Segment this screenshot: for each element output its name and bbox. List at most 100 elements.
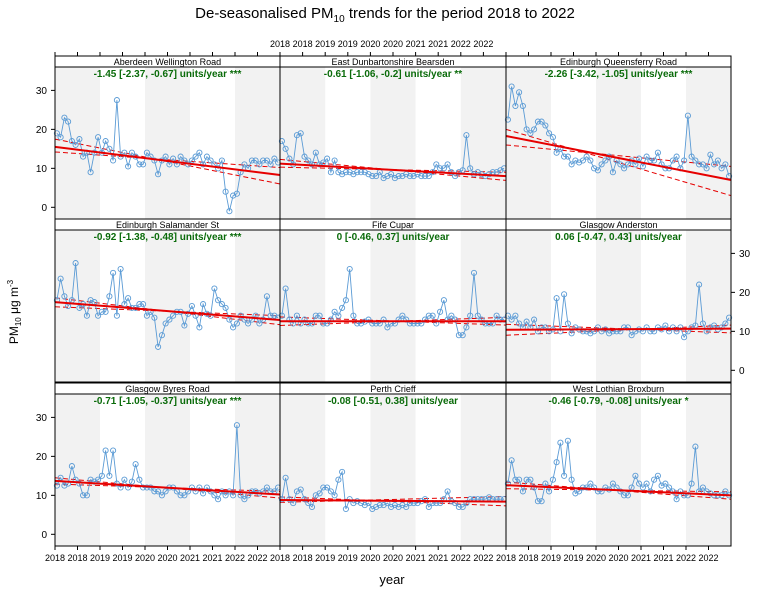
data-point: [519, 102, 526, 110]
panel-8: -0.08 [-0.51, 0.38] units/year Perth Crie…: [278, 382, 508, 547]
data-point: [444, 161, 451, 168]
x-tick-label: 2019: [315, 39, 335, 49]
data-point: [624, 161, 631, 168]
data-point: [696, 281, 703, 288]
data-point: [320, 484, 327, 491]
data-point: [132, 461, 139, 468]
year-shade: [145, 394, 190, 546]
data-point: [688, 480, 695, 487]
x-tick-label: 2019: [338, 39, 358, 49]
data-point: [440, 297, 447, 304]
data-point: [207, 157, 214, 164]
y-tick-label: 0: [739, 366, 745, 377]
data-point: [651, 476, 658, 483]
x-tick-label: 2022: [451, 39, 471, 49]
x-tick-label: 2019: [338, 553, 358, 563]
data-point: [230, 324, 237, 331]
data-point: [140, 301, 147, 308]
data-point: [373, 503, 380, 511]
data-point: [474, 312, 481, 319]
data-point: [666, 484, 673, 491]
data-point: [342, 169, 349, 176]
data-point: [125, 295, 132, 302]
data-point: [440, 165, 447, 172]
data-point: [80, 492, 87, 499]
data-point: [384, 173, 391, 180]
y-tick-label: 10: [739, 327, 751, 338]
panel-title: Glasgow Byres Road: [125, 384, 210, 394]
data-point: [583, 484, 590, 491]
data-point: [293, 312, 300, 319]
data-point: [628, 332, 635, 339]
data-point: [395, 503, 402, 511]
data-point: [76, 304, 83, 311]
x-tick-label: 2018: [270, 553, 290, 563]
data-point: [587, 480, 594, 487]
data-point: [504, 312, 511, 319]
data-point: [639, 484, 646, 491]
slope-annotation: -0.61 [-1.06, -0.2] units/year **: [324, 69, 463, 80]
series-line: [281, 268, 505, 336]
series-line: [507, 284, 730, 339]
data-point: [297, 486, 304, 493]
panel-border: [505, 229, 732, 383]
data-point: [128, 478, 135, 485]
data-point: [155, 171, 162, 178]
x-tick-label: 2021: [406, 39, 426, 49]
x-tick-label: 2021: [428, 553, 448, 563]
data-point: [241, 496, 248, 503]
panel-3: -2.26 [-3.42, -1.05] units/year *** Edinb…: [504, 55, 733, 220]
data-point: [463, 324, 470, 331]
year-shade: [686, 394, 731, 546]
data-point: [707, 324, 714, 331]
data-point: [102, 138, 109, 145]
y-tick-label: 0: [41, 530, 47, 541]
y-tick-label: 10: [36, 491, 48, 502]
data-point: [110, 269, 117, 276]
year-shade: [460, 230, 506, 382]
data-point: [718, 165, 725, 172]
data-point: [170, 312, 177, 319]
y-tick-label: 30: [36, 86, 48, 97]
data-point: [587, 157, 594, 164]
data-point: [369, 173, 376, 180]
data-point: [673, 496, 680, 503]
trend-line: [279, 499, 507, 503]
data-point: [256, 320, 263, 327]
data-point: [467, 165, 474, 172]
data-point: [561, 291, 568, 298]
data-point: [102, 308, 109, 315]
data-point: [486, 494, 493, 501]
data-point: [106, 145, 113, 152]
x-tick-label: 2020: [157, 553, 177, 563]
data-point: [531, 126, 538, 133]
year-shade: [235, 67, 280, 219]
data-point: [278, 312, 285, 319]
data-point: [342, 505, 349, 513]
data-point: [203, 153, 210, 160]
data-point: [459, 332, 466, 339]
x-tick-label: 2021: [406, 553, 426, 563]
y-tick-label: 0: [41, 203, 47, 214]
data-point: [339, 468, 346, 475]
data-point: [425, 503, 432, 511]
data-point: [263, 293, 270, 300]
data-point: [166, 316, 173, 323]
data-point: [297, 130, 304, 137]
year-shade: [506, 230, 551, 382]
x-tick-label: 2020: [360, 553, 380, 563]
data-point: [662, 480, 669, 487]
data-point: [504, 116, 511, 123]
x-tick-label: 2021: [428, 39, 448, 49]
data-point: [68, 463, 75, 470]
data-point: [339, 304, 346, 311]
data-point: [248, 157, 255, 164]
year-shade: [596, 67, 641, 219]
data-point: [181, 492, 188, 499]
x-tick-label: 2020: [586, 553, 606, 563]
data-point: [256, 161, 263, 168]
data-point: [681, 157, 688, 164]
data-point: [222, 304, 229, 311]
data-point: [609, 480, 616, 487]
trend-line: [54, 479, 281, 496]
